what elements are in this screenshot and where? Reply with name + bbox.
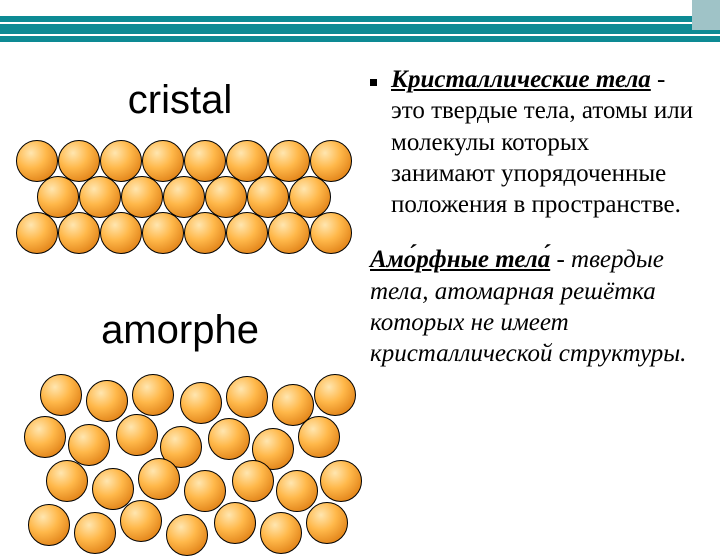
atom-sphere xyxy=(310,212,352,254)
amorphe-label: amorphe xyxy=(0,308,360,353)
atom-sphere xyxy=(24,416,66,458)
atom-sphere xyxy=(40,374,82,416)
diagram-column: cristal amorphe xyxy=(0,54,360,540)
atom-sphere xyxy=(226,376,268,418)
atom-sphere xyxy=(226,212,268,254)
atom-sphere xyxy=(120,500,162,542)
atom-sphere xyxy=(268,212,310,254)
atom-sphere xyxy=(138,458,180,500)
atom-sphere xyxy=(306,502,348,544)
atom-sphere xyxy=(320,460,362,502)
atom-sphere xyxy=(184,470,226,512)
atom-sphere xyxy=(58,212,100,254)
text-column: Кристаллические тела - это твердые тела,… xyxy=(360,54,720,540)
crystalline-definition: Кристаллические тела - это твердые тела,… xyxy=(370,64,698,220)
bullet-icon xyxy=(370,79,377,86)
atom-sphere xyxy=(208,418,250,460)
header-bar xyxy=(0,14,720,44)
amorphe-diagram xyxy=(20,374,340,554)
atom-sphere xyxy=(16,212,58,254)
crystalline-term: Кристаллические тела xyxy=(391,66,651,93)
atom-sphere xyxy=(180,382,222,424)
cristal-label: cristal xyxy=(0,78,360,123)
crystalline-text: Кристаллические тела - это твердые тела,… xyxy=(391,64,698,220)
atom-sphere xyxy=(100,212,142,254)
atom-sphere xyxy=(46,460,88,502)
atom-sphere xyxy=(310,140,352,182)
atom-sphere xyxy=(232,460,274,502)
atom-sphere xyxy=(166,514,208,556)
atom-sphere xyxy=(86,380,128,422)
atom-sphere xyxy=(314,374,356,416)
atom-sphere xyxy=(298,416,340,458)
content-area: cristal amorphe Кристаллические тела - э… xyxy=(0,54,720,540)
amorphous-term: Амо́рфные тела́ xyxy=(370,246,550,273)
amorphous-definition: Амо́рфные тела́ - твердые тела, атомарна… xyxy=(370,244,698,369)
corner-accent xyxy=(692,0,720,30)
atom-sphere xyxy=(74,512,116,554)
cristal-diagram xyxy=(16,140,346,270)
atom-sphere xyxy=(142,212,184,254)
atom-sphere xyxy=(184,212,226,254)
atom-sphere xyxy=(260,512,302,554)
atom-sphere xyxy=(214,502,256,544)
atom-sphere xyxy=(116,414,158,456)
atom-sphere xyxy=(68,424,110,466)
atom-sphere xyxy=(132,374,174,416)
atom-sphere xyxy=(276,470,318,512)
